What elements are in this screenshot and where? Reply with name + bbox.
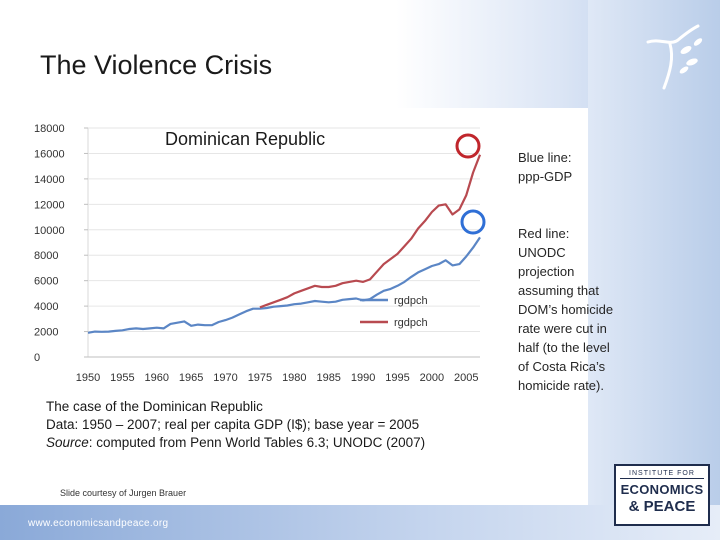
red-note-line: DOM’s homicide xyxy=(518,302,614,317)
x-tick-label: 2000 xyxy=(420,372,444,384)
y-tick-label: 10000 xyxy=(34,225,65,237)
red-note-line: assuming that xyxy=(518,283,599,298)
x-tick-label: 1960 xyxy=(145,372,169,384)
logo-line: ECONOMICS xyxy=(620,482,704,497)
gdp-line-chart: 0 2000 4000 6000 8000 10000 12000 14000 16000 180… xyxy=(34,123,486,384)
y-tick-label: 6000 xyxy=(34,276,58,288)
red-highlight-circle xyxy=(455,133,481,159)
x-tick-label: 1990 xyxy=(351,372,375,384)
slide-credit: Slide courtesy of Jurgen Brauer xyxy=(60,488,187,498)
x-tick-label: 1995 xyxy=(385,372,409,384)
footer-band xyxy=(0,505,720,540)
x-tick-label: 1975 xyxy=(248,372,272,384)
x-tick-label: 1985 xyxy=(316,372,340,384)
caption-line: Source: computed from Penn World Tables … xyxy=(46,434,425,452)
blue-note-line: ppp-GDP xyxy=(518,169,573,184)
logo-line: INSTITUTE FOR xyxy=(620,470,704,479)
red-line-note: Red line: UNODC projection assuming that… xyxy=(518,224,658,395)
chart-series xyxy=(87,154,482,334)
y-tick-label: 8000 xyxy=(34,250,58,262)
red-note-line: of Costa Rica’s xyxy=(518,359,606,374)
y-tick-label: 18000 xyxy=(34,123,65,135)
caption-line: The case of the Dominican Republic xyxy=(46,399,263,414)
x-tick-label: 1955 xyxy=(110,372,134,384)
red-note-line: half (to the level xyxy=(518,340,610,355)
series-line xyxy=(87,236,481,334)
y-tick-label: 16000 xyxy=(34,148,65,160)
y-tick-label: 0 xyxy=(34,352,40,364)
red-note-line: Red line: xyxy=(518,226,570,241)
series-line xyxy=(259,154,482,309)
y-axis-labels: 0 2000 4000 6000 8000 10000 12000 14000 16000 180… xyxy=(34,123,65,364)
legend-label: rgdpch xyxy=(394,317,428,329)
right-decor-band xyxy=(588,0,720,540)
red-note-line: UNODC xyxy=(518,245,566,260)
red-note-line: projection xyxy=(518,264,575,279)
chart-gridlines xyxy=(84,127,480,358)
blue-note-line: Blue line: xyxy=(518,150,572,165)
source-text: : computed from Penn World Tables 6.3; U… xyxy=(88,435,426,450)
slide-title: The Violence Crisis xyxy=(40,50,273,80)
x-axis-labels: 1950 1955 1960 1965 1970 1975 1980 1985 1990 1995… xyxy=(76,372,479,384)
y-tick-label: 2000 xyxy=(34,327,58,339)
legend-label: rgdpch xyxy=(394,295,428,307)
y-tick-label: 4000 xyxy=(34,301,58,313)
caption-line: Data: 1950 – 2007; real per capita GDP (… xyxy=(46,417,420,432)
iep-logo: INSTITUTE FOR ECONOMICS & PEACE xyxy=(614,464,710,526)
bird-branch-icon xyxy=(646,24,703,90)
chart-caption: The case of the Dominican Republic Data:… xyxy=(46,398,425,452)
x-tick-label: 1980 xyxy=(282,372,306,384)
blue-highlight-circle xyxy=(460,209,486,235)
x-tick-label: 1970 xyxy=(213,372,237,384)
chart-title: Dominican Republic xyxy=(165,129,325,149)
x-tick-label: 1965 xyxy=(179,372,203,384)
red-note-line: rate were cut in xyxy=(518,321,607,336)
source-label: Source xyxy=(46,435,89,450)
red-note-line: homicide rate). xyxy=(518,378,604,393)
y-tick-label: 14000 xyxy=(34,174,65,186)
logo-line: & PEACE xyxy=(628,498,696,515)
footer-url[interactable]: www.economicsandpeace.org xyxy=(28,518,169,529)
x-tick-label: 2005 xyxy=(454,372,478,384)
y-tick-label: 12000 xyxy=(34,199,65,211)
chart-legend: rgdpch rgdpch xyxy=(360,295,428,329)
x-tick-label: 1950 xyxy=(76,372,100,384)
blue-line-note: Blue line: ppp-GDP xyxy=(518,148,658,186)
